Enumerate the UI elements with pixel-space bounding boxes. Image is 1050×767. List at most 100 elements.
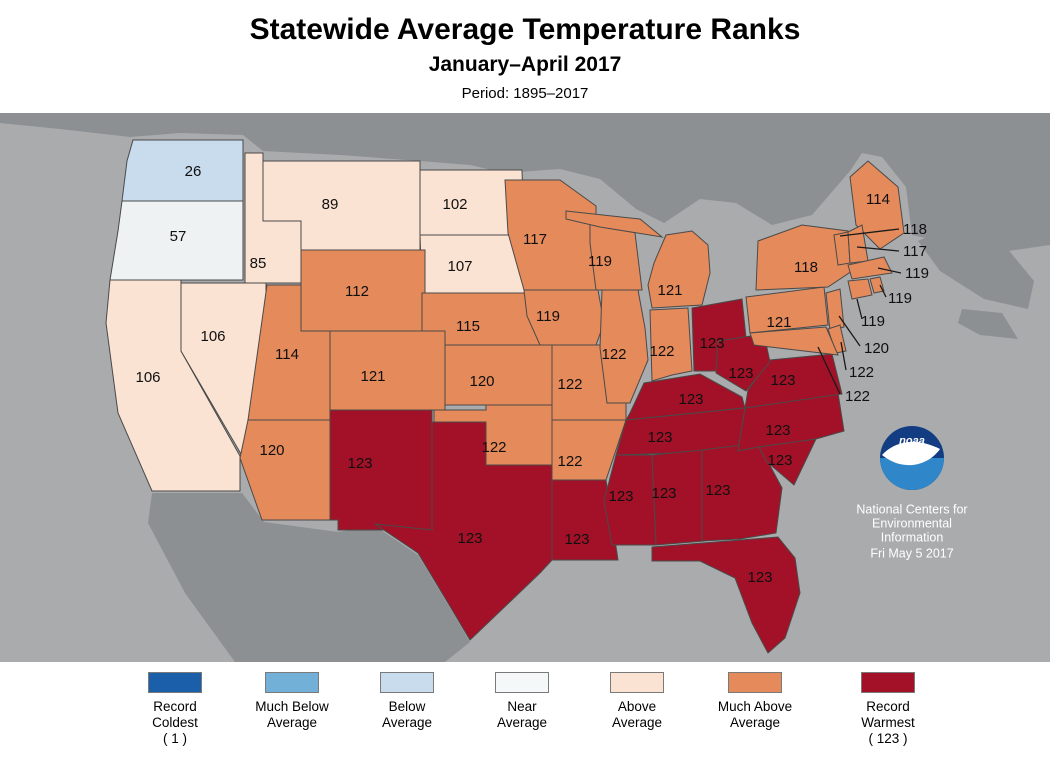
state-CT xyxy=(847,278,873,300)
rank-label-MN: 117 xyxy=(523,231,547,248)
period-label: Period: 1895–2017 xyxy=(461,85,589,102)
rank-label-MA: 119 xyxy=(905,265,929,282)
legend-swatch-much_below xyxy=(265,672,319,693)
rank-label-OR: 57 xyxy=(170,228,187,245)
callout-line-RI xyxy=(879,284,887,298)
legend-item-record_warmest: Record Warmest( 123 ) xyxy=(831,672,945,747)
legend: Record Coldest( 1 ) Much Below Average Below… xyxy=(0,662,1050,767)
figure-header: Statewide Average Temperature Ranks Janu… xyxy=(0,0,1050,113)
state-FL xyxy=(651,536,801,654)
rank-label-WI: 119 xyxy=(588,253,612,270)
canada-landmass xyxy=(0,113,1050,251)
rank-label-AR: 122 xyxy=(557,453,582,470)
state-MI xyxy=(647,230,711,309)
rank-label-RI: 119 xyxy=(888,290,912,307)
date-range-subtitle: January–April 2017 xyxy=(428,53,622,76)
rank-label-NM: 123 xyxy=(347,455,372,472)
rank-label-GA: 123 xyxy=(705,482,730,499)
callout-line-MD xyxy=(817,346,841,395)
legend-swatch-record_coldest xyxy=(148,672,202,693)
callout-line-NH xyxy=(856,246,900,252)
state-RI xyxy=(869,276,885,294)
rank-label-MO: 122 xyxy=(557,376,582,393)
nova-scotia-landmass xyxy=(958,309,1018,339)
rank-label-TX: 123 xyxy=(457,530,482,547)
callout-line-DE xyxy=(840,341,847,371)
state-MA xyxy=(847,256,893,280)
noaa-org-line2: Environmental xyxy=(872,516,952,530)
legend-label-line: Average xyxy=(729,715,781,730)
state-MI-part2 xyxy=(565,210,664,238)
rank-label-SC: 123 xyxy=(767,452,792,469)
rank-label-MD: 122 xyxy=(845,388,870,405)
rank-label-KS: 120 xyxy=(469,373,494,390)
rank-label-LA: 123 xyxy=(564,531,589,548)
legend-label-line: ( 123 ) xyxy=(868,731,908,746)
rank-label-NV: 106 xyxy=(200,328,225,345)
rank-label-IN: 122 xyxy=(649,343,674,360)
rank-label-AZ: 120 xyxy=(259,442,284,459)
rank-label-WV: 123 xyxy=(728,365,753,382)
legend-label-line: Coldest xyxy=(152,715,198,730)
map-area: 26 57 106 106 85 89 102 107 112 114 121 120 123 115 12… xyxy=(0,113,1050,662)
callout-line-NJ xyxy=(838,315,861,347)
rank-label-MS: 123 xyxy=(608,488,633,505)
legend-swatch-record_warmest xyxy=(861,672,915,693)
state-KS xyxy=(444,344,554,406)
rank-label-WA: 26 xyxy=(185,163,202,180)
legend-swatch-above xyxy=(610,672,664,693)
state-CO xyxy=(329,330,446,411)
mexico-landmass xyxy=(148,493,470,662)
legend-swatch-near xyxy=(495,672,549,693)
rank-label-MI: 121 xyxy=(657,282,682,299)
rank-label-ND: 102 xyxy=(442,196,467,213)
legend-label-line: Average xyxy=(496,715,548,730)
noaa-logo-lower-half xyxy=(880,458,944,490)
legend-item-record_coldest: Record Coldest( 1 ) xyxy=(118,672,232,747)
rank-label-OK: 122 xyxy=(481,439,506,456)
legend-label-line: Average xyxy=(381,715,433,730)
rank-label-ME: 114 xyxy=(866,191,890,208)
rank-label-AL: 123 xyxy=(651,485,676,502)
rank-label-IL: 122 xyxy=(601,346,626,363)
rank-label-VA: 123 xyxy=(770,372,795,389)
rank-label-DE: 122 xyxy=(849,364,874,381)
state-MD xyxy=(749,326,839,356)
states-layer xyxy=(105,139,905,654)
state-PA xyxy=(745,286,829,334)
callout-line-MA xyxy=(877,267,902,274)
rank-label-PA: 121 xyxy=(766,314,791,331)
canada-maritimes-landmass xyxy=(918,221,1034,309)
legend-label-line: Much Above xyxy=(717,699,793,714)
legend-label-line: Near xyxy=(507,699,537,714)
state-NM xyxy=(329,409,433,531)
callout-line-VT xyxy=(839,228,900,237)
rank-label-MT: 89 xyxy=(322,196,339,213)
rank-label-CA: 106 xyxy=(135,369,160,386)
rank-label-TN: 123 xyxy=(647,429,672,446)
legend-label-line: Record xyxy=(866,699,910,714)
legend-item-much_below: Much Below Average xyxy=(235,672,349,731)
noaa-logo: noaa xyxy=(880,426,944,490)
state-LA xyxy=(551,479,619,561)
legend-item-below: Below Average xyxy=(350,672,464,731)
rank-label-NC: 123 xyxy=(765,422,790,439)
rank-label-UT: 114 xyxy=(275,346,299,363)
legend-label-line: Above xyxy=(617,699,657,714)
legend-label-line: Warmest xyxy=(861,715,915,730)
legend-item-above: Above Average xyxy=(580,672,694,731)
rank-label-NY: 118 xyxy=(794,259,818,276)
rank-label-OH: 123 xyxy=(699,335,724,352)
legend-label-line: Much Below xyxy=(255,699,329,714)
state-WA xyxy=(121,139,244,202)
legend-label-line: Average xyxy=(266,715,318,730)
callout-line-CT xyxy=(856,298,863,320)
noaa-date-line: Fri May 5 2017 xyxy=(870,546,953,560)
noaa-logo-text: noaa xyxy=(899,435,925,447)
legend-swatch-below xyxy=(380,672,434,693)
state-AZ xyxy=(239,419,331,521)
legend-item-near: Near Average xyxy=(465,672,579,731)
noaa-org-line1: National Centers for xyxy=(856,502,967,516)
state-NJ xyxy=(825,288,845,332)
page-title: Statewide Average Temperature Ranks xyxy=(249,13,801,46)
